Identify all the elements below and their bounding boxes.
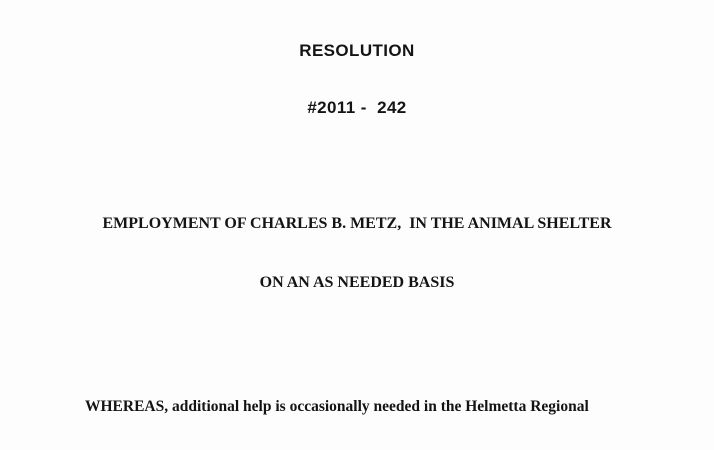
resolution-title: RESOLUTION (299, 41, 415, 60)
subject-heading-line-1: EMPLOYMENT OF CHARLES B. METZ, IN THE AN… (102, 215, 612, 232)
subject-heading: EMPLOYMENT OF CHARLES B. METZ, IN THE AN… (0, 175, 714, 331)
paragraph-line: WHEREAS, additional help is occasionally… (85, 398, 589, 416)
whereas-clause-1: WHEREAS, additional help is occasionally… (60, 361, 678, 450)
resolution-number: #2011 - 242 (307, 98, 407, 117)
title-block: RESOLUTION #2011 - 242 (0, 0, 714, 155)
subject-heading-line-2: ON AN AS NEEDED BASIS (259, 273, 455, 291)
